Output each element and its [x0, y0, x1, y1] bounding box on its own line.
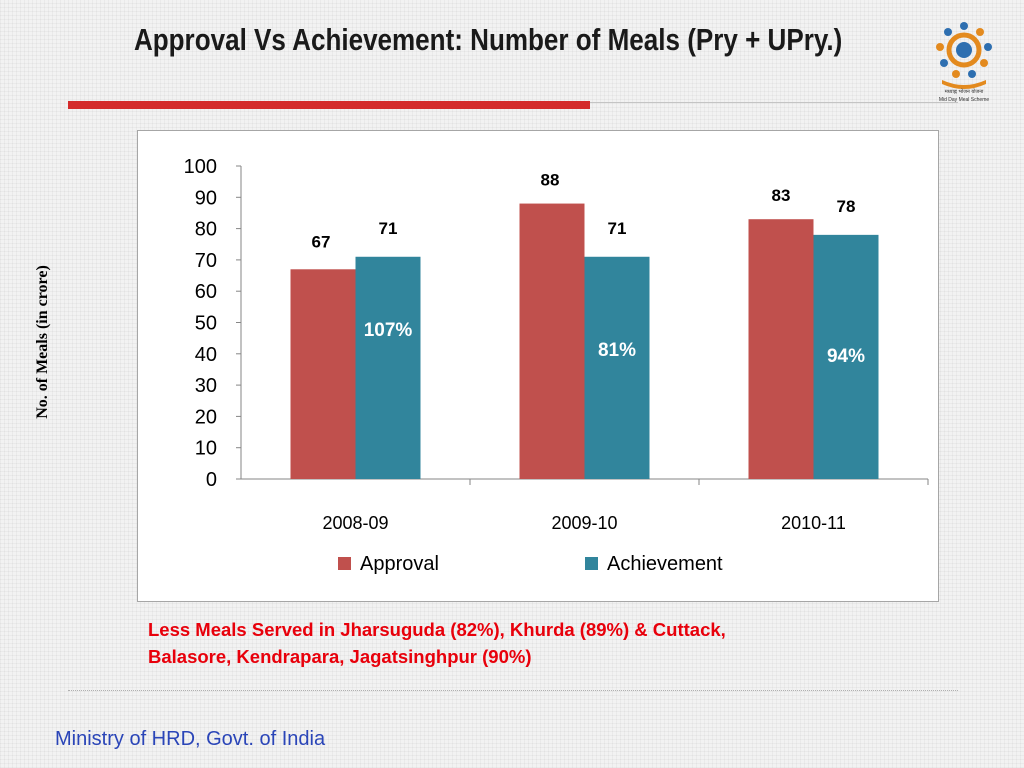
note-line-2: Balasore, Kendrapara, Jagatsinghpur (90%… [148, 646, 532, 667]
slide-title: Approval Vs Achievement: Number of Meals… [133, 22, 843, 57]
footer-text: Ministry of HRD, Govt. of India [55, 728, 326, 750]
x-tick-label: 2008-09 [322, 513, 388, 533]
y-tick-label: 50 [195, 313, 217, 335]
y-tick-label: 100 [184, 156, 217, 178]
y-tick-label: 70 [195, 250, 217, 272]
x-tick-label: 2009-10 [551, 513, 617, 533]
data-label: 78 [837, 197, 856, 216]
bar-approval-2009-10 [519, 203, 585, 479]
note-text: Less Meals Served in Jharsuguda (82%), K… [148, 616, 978, 670]
data-label: 67 [312, 232, 331, 251]
x-tick-label: 2010-11 [781, 513, 846, 533]
legend-label-approval: Approval [360, 553, 439, 575]
bar-achievement-2008-09 [355, 256, 421, 479]
legend-swatch-approval [338, 557, 351, 570]
logo-text-hindi: मध्याह्न भोजन योजना [945, 88, 984, 95]
bar-chart: 0 10 20 30 40 50 60 70 80 90 100 2008-09 67 71 107% 200… [184, 156, 929, 575]
logo-figures [936, 22, 992, 89]
chart-area: 0 10 20 30 40 50 60 70 80 90 100 2008-09 67 71 107% 200… [137, 130, 939, 602]
y-tick-label: 40 [195, 344, 217, 366]
percent-label: 107% [364, 320, 413, 341]
data-label: 71 [608, 219, 627, 238]
y-tick-label: 30 [195, 375, 217, 397]
y-tick-label: 10 [195, 438, 217, 460]
y-tick-label: 80 [195, 219, 217, 241]
bar-achievement-2009-10 [584, 256, 650, 479]
y-axis-title: No. of Meals (in crore) [34, 265, 51, 419]
legend-label-achievement: Achievement [607, 553, 723, 575]
percent-label: 94% [827, 346, 865, 367]
y-tick-label: 60 [195, 281, 217, 303]
bar-approval-2008-09 [290, 269, 356, 479]
data-label: 88 [541, 171, 560, 190]
footer-divider [68, 690, 958, 691]
percent-label: 81% [598, 340, 636, 361]
y-tick-label: 20 [195, 406, 217, 428]
legend-swatch-achievement [585, 557, 598, 570]
y-tick-label: 0 [206, 469, 217, 491]
title-underline-grey [590, 102, 958, 103]
y-tick-label: 90 [195, 187, 217, 209]
mid-day-meal-logo-icon: मध्याह्न भोजन योजना Mid Day Meal Scheme [936, 22, 992, 103]
note-line-1: Less Meals Served in Jharsuguda (82%), K… [148, 619, 726, 640]
logo-text-english: Mid Day Meal Scheme [939, 97, 990, 103]
data-label: 71 [379, 219, 398, 238]
bar-achievement-2010-11 [813, 234, 879, 479]
data-label: 83 [772, 186, 791, 205]
bar-approval-2010-11 [748, 219, 814, 479]
title-underline-red [68, 101, 590, 109]
